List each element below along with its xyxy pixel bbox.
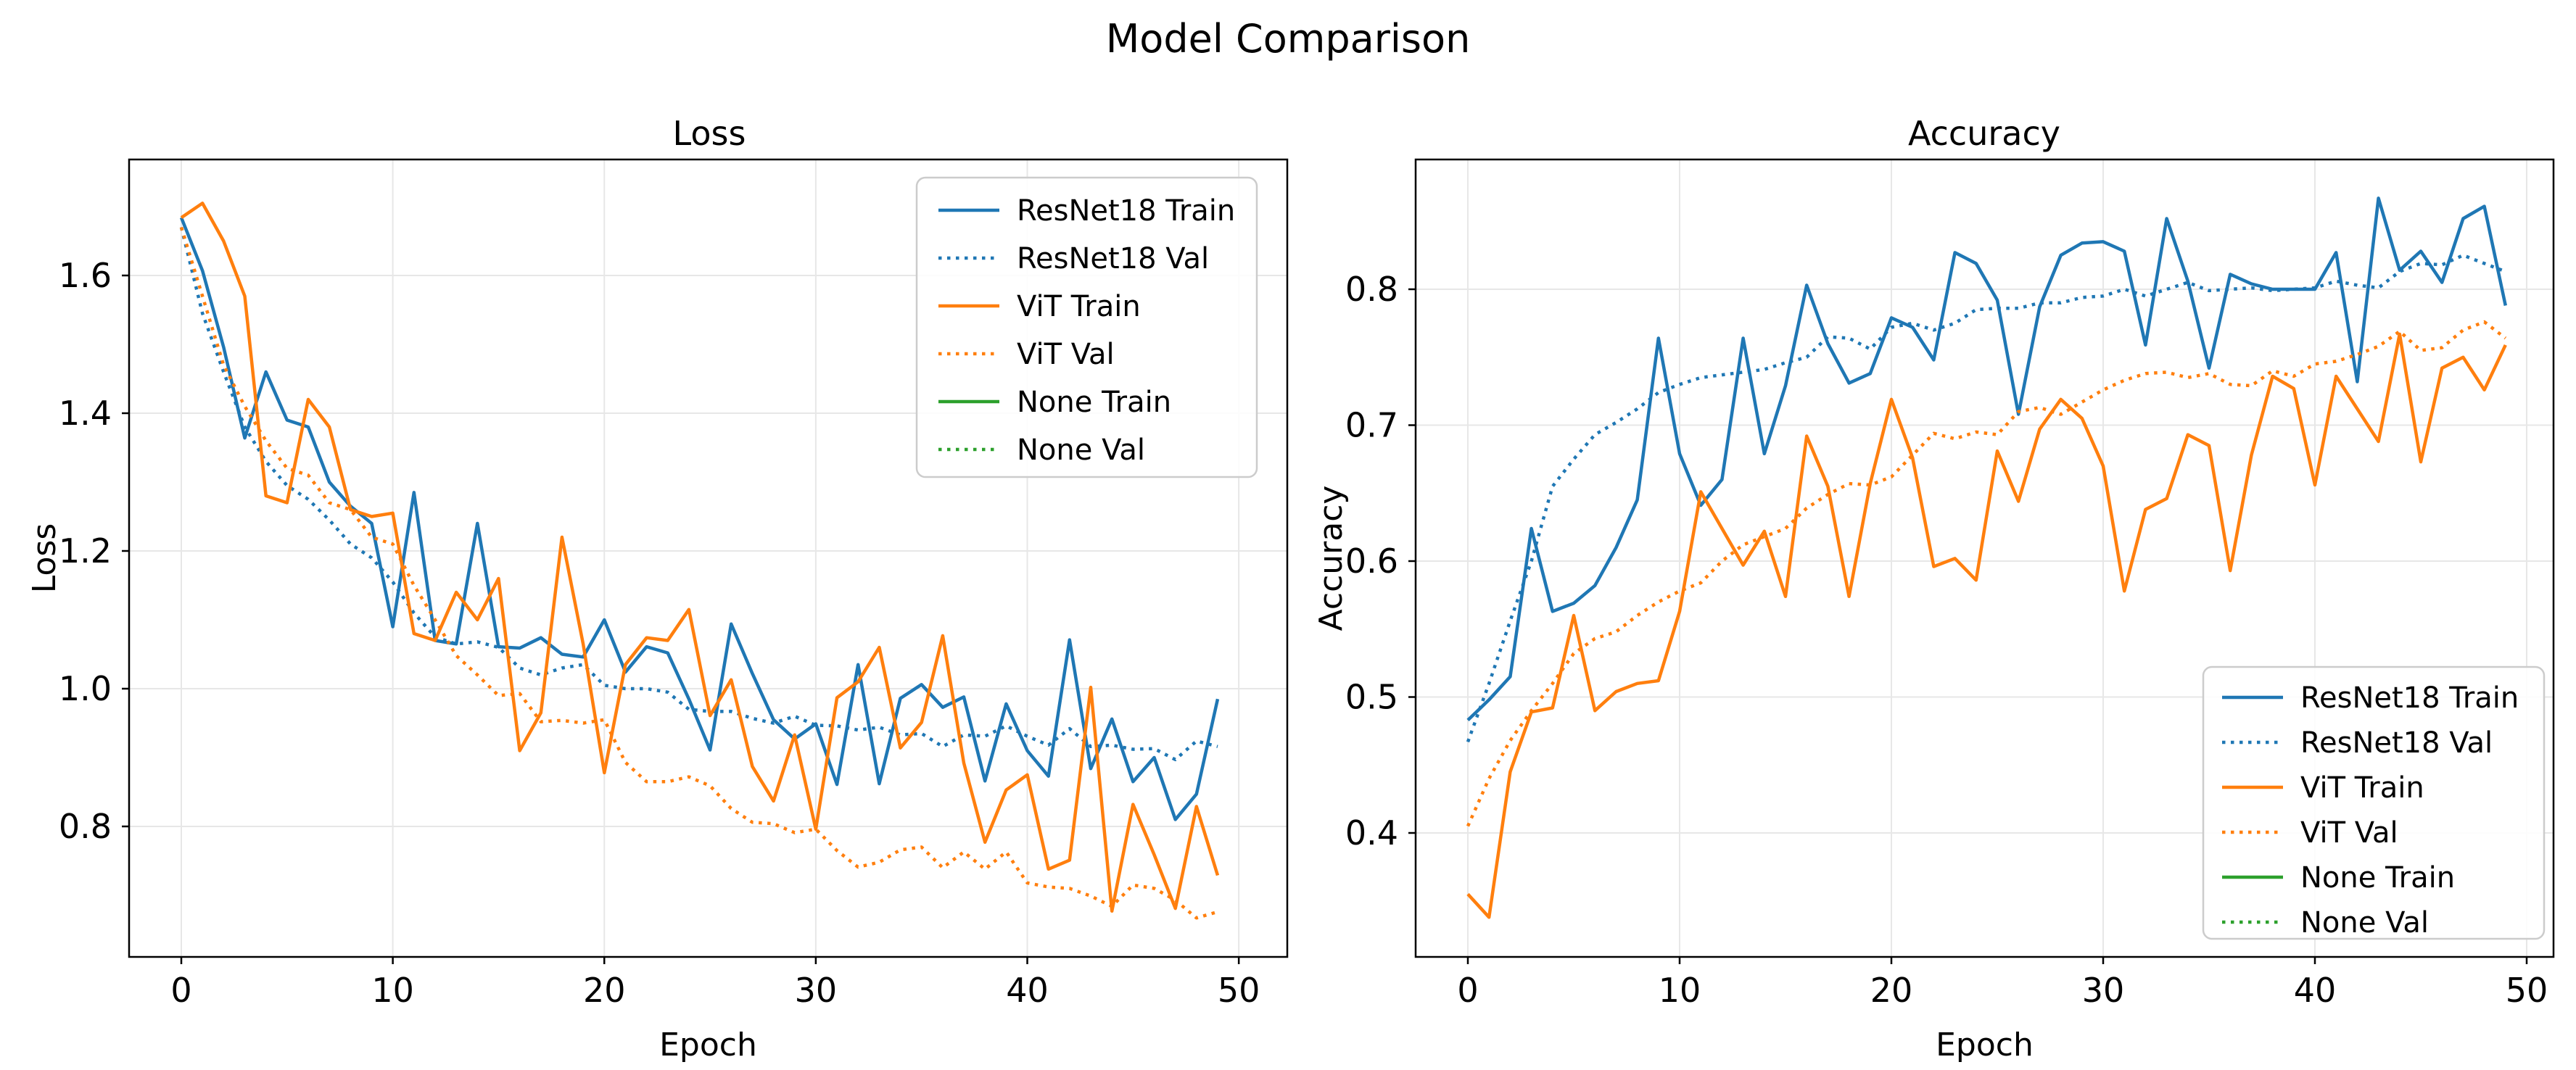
x-tick-label: 20 <box>1870 971 1913 1010</box>
y-tick-label: 0.4 <box>1345 813 1398 853</box>
series-line-vit-train <box>180 202 1220 913</box>
legend-label: None Val <box>2300 906 2429 940</box>
legend-label: ResNet18 Val <box>2300 726 2493 760</box>
x-tick-label: 40 <box>2294 971 2337 1010</box>
legend: ResNet18 Train ResNet18 Val ViT Train ViT V… <box>915 176 1258 478</box>
figure-suptitle: Model Comparison <box>1106 16 1471 62</box>
y-tick-label: 0.8 <box>1345 270 1398 309</box>
legend-label: ViT Val <box>1017 338 1115 371</box>
axes-spines <box>128 158 1289 958</box>
y-axis-label: Loss <box>26 523 63 594</box>
legend: ResNet18 Train ResNet18 Val ViT Train ViT V… <box>2202 665 2546 940</box>
y-tick-label: 1.6 <box>59 256 112 295</box>
axes-spines <box>1414 158 2555 958</box>
legend-label: ResNet18 Val <box>1017 242 1209 275</box>
y-axis-label: Accuracy <box>1313 486 1350 631</box>
x-tick-label: 30 <box>795 971 838 1010</box>
legend-box <box>915 176 1258 478</box>
legend-label: None Val <box>1017 434 1145 467</box>
subplot-accuracy: 0 10 20 30 40 50 0.8 0.7 0.6 0.5 0.4 Accuracy Epoch A… <box>1313 114 2555 1063</box>
legend-box <box>2202 665 2546 940</box>
x-tick-label: 20 <box>583 971 626 1010</box>
x-tick-label: 10 <box>371 971 414 1010</box>
series-line-vit-val <box>1466 320 2507 827</box>
series-line-resnet18-train <box>1466 196 2508 722</box>
legend-label: ResNet18 Train <box>1017 194 1235 228</box>
x-tick-label: 50 <box>2506 971 2548 1010</box>
y-tick-label: 0.5 <box>1345 678 1398 717</box>
y-tick-label: 1.0 <box>59 669 112 708</box>
subplots-group: 0 10 20 30 40 50 1.6 1.4 1.2 1.0 0.8 Loss Epoch Loss R… <box>26 114 2555 1063</box>
series-line-vit-val <box>179 226 1218 920</box>
y-tick-label: 0.7 <box>1345 406 1398 445</box>
legend-label: ViT Train <box>2300 771 2424 805</box>
series-line-vit-train <box>1466 332 2507 919</box>
y-tick-label: 0.8 <box>59 807 112 846</box>
legend-label: ViT Train <box>1017 290 1141 323</box>
y-tick-label: 1.4 <box>59 394 112 433</box>
subplot-title: Loss <box>673 114 746 153</box>
x-tick-label: 0 <box>1457 971 1478 1010</box>
x-tick-label: 10 <box>1659 971 1701 1010</box>
y-tick-label: 1.2 <box>59 531 112 571</box>
legend-label: None Train <box>2300 861 2455 895</box>
x-tick-label: 0 <box>170 971 191 1010</box>
subplot-title: Accuracy <box>1908 114 2060 153</box>
x-axis-label: Epoch <box>659 1027 757 1063</box>
x-tick-label: 30 <box>2082 971 2125 1010</box>
legend-label: ResNet18 Train <box>2300 681 2519 715</box>
y-tick-label: 0.6 <box>1345 542 1398 581</box>
x-tick-label: 40 <box>1006 971 1049 1010</box>
legend-label: ViT Val <box>2300 816 2398 850</box>
subplot-loss: 0 10 20 30 40 50 1.6 1.4 1.2 1.0 0.8 Loss Epoch Loss R… <box>26 114 1289 1063</box>
legend-label: None Train <box>1017 386 1171 419</box>
x-axis-label: Epoch <box>1936 1027 2034 1063</box>
x-tick-label: 50 <box>1218 971 1260 1010</box>
